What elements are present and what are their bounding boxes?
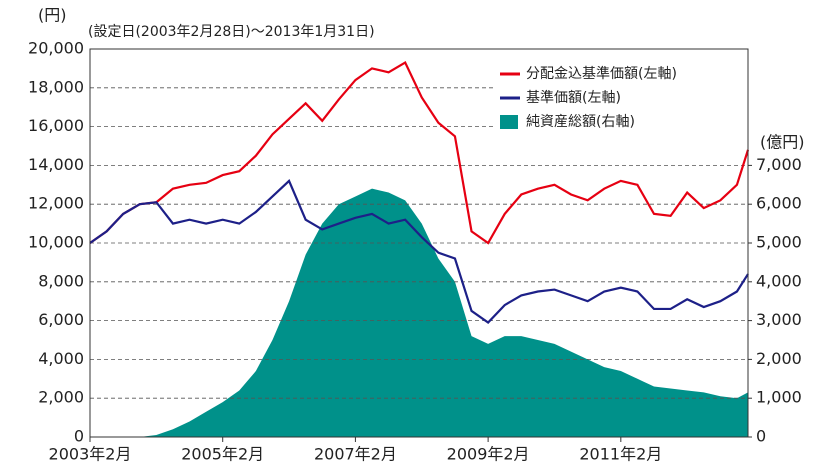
y2-tick-label: 2,000 — [756, 349, 802, 368]
legend-label: 純資産総額(右軸) — [526, 114, 635, 130]
y-tick-label: 18,000 — [28, 77, 84, 96]
legend-swatch — [500, 115, 518, 129]
area — [90, 188, 748, 437]
x-tick-label: 2005年2月 — [181, 445, 264, 464]
x-tick-label: 2007年2月 — [314, 445, 397, 464]
y-tick-label: 8,000 — [38, 271, 84, 290]
plot-frame — [89, 48, 749, 438]
y2-tick-label: 1,000 — [756, 388, 802, 407]
y-tick-label: 16,000 — [28, 116, 84, 135]
legend-bg — [496, 63, 746, 85]
line — [89, 61, 750, 245]
y2-tick-label: 4,000 — [756, 271, 802, 290]
y2-tick-label: 6,000 — [756, 194, 802, 213]
y2-tick-label: 5,000 — [756, 233, 802, 252]
legend-label: 基準価額(左軸) — [526, 89, 621, 106]
legend-bg — [496, 111, 746, 133]
x-tick-label: 2011年2月 — [579, 445, 662, 464]
y2-tick-label: 3,000 — [756, 310, 802, 329]
x-tick-label: 2003年2月 — [49, 445, 132, 464]
y-tick-label: 2,000 — [38, 388, 84, 407]
y2-tick-label: 7,000 — [756, 155, 802, 174]
y-tick-label: 4,000 — [38, 349, 84, 368]
y2-tick-label: 0 — [756, 427, 766, 446]
y-tick-label: 10,000 — [28, 233, 84, 252]
y-tick-label: 14,000 — [28, 155, 84, 174]
y-tick-label: 0 — [74, 427, 84, 446]
x-tick-label: 2009年2月 — [447, 445, 530, 464]
y-tick-label: 20,000 — [28, 39, 84, 58]
legend-bg — [496, 87, 746, 109]
legend-label: 分配金込基準価額(左軸) — [526, 65, 677, 82]
y2-axis-label: (億円) — [760, 133, 805, 152]
y-tick-label: 6,000 — [38, 310, 84, 329]
y-tick-label: 12,000 — [28, 194, 84, 213]
y-axis-label: (円) — [38, 6, 67, 25]
line — [89, 179, 749, 324]
subtitle: (設定日(2003年2月28日)～2013年1月31日) — [88, 24, 375, 40]
